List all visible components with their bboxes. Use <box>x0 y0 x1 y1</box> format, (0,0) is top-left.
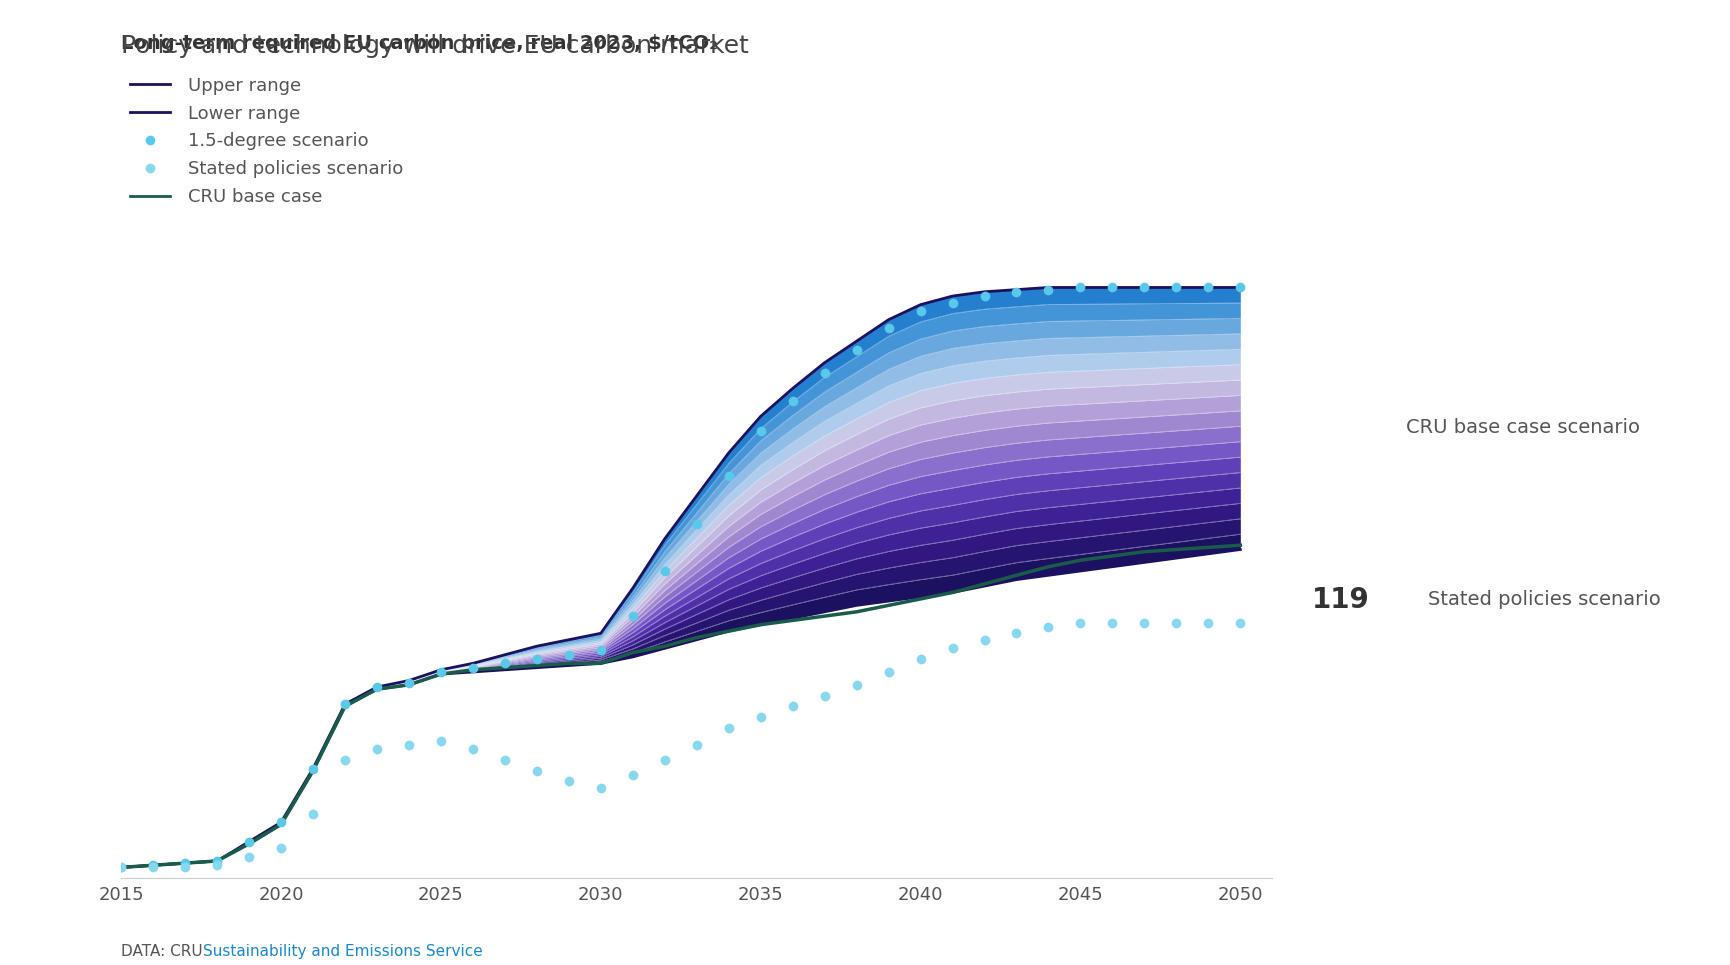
Legend: Upper range, Lower range, 1.5-degree scenario, Stated policies scenario, CRU bas: Upper range, Lower range, 1.5-degree sce… <box>130 76 403 207</box>
Text: DATA: CRU: DATA: CRU <box>121 944 208 959</box>
Text: 1.5 °C scenario: 1.5 °C scenario <box>1469 240 1618 260</box>
Text: 275: 275 <box>1311 235 1368 263</box>
Text: Sustainability and Emissions Service: Sustainability and Emissions Service <box>202 944 483 959</box>
Text: Long-term required EU carbon price, real 2023, $/tCO₂: Long-term required EU carbon price, real… <box>121 34 718 53</box>
Text: Policy and technology will drive EU carbon market: Policy and technology will drive EU carb… <box>121 34 749 58</box>
Text: Stated policies scenario: Stated policies scenario <box>1427 591 1659 609</box>
Text: 119: 119 <box>1311 586 1368 614</box>
Text: CRU base case scenario: CRU base case scenario <box>1405 418 1638 437</box>
